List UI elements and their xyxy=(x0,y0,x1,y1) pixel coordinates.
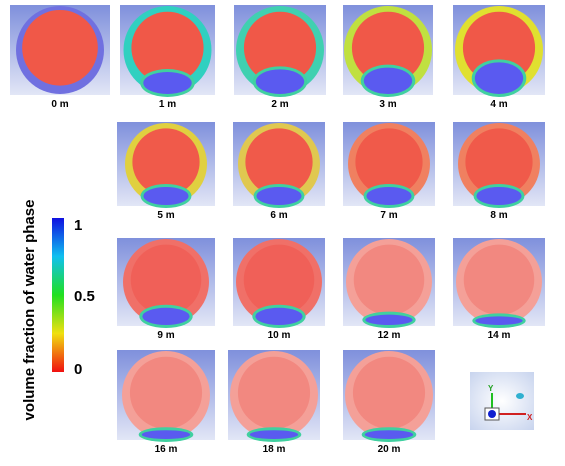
triad-background xyxy=(470,372,534,430)
colorbar-tick: 1 xyxy=(74,217,82,234)
water-layer xyxy=(249,430,299,439)
panel-label: 16 m xyxy=(155,444,178,455)
contour-panel: 10 m xyxy=(233,238,325,341)
oil-core xyxy=(132,128,200,196)
panel-label: 2 m xyxy=(271,99,288,110)
water-layer xyxy=(255,69,305,94)
water-layer xyxy=(141,430,191,439)
contour-panel: 8 m xyxy=(453,122,545,221)
contour-panel: 0 m xyxy=(10,5,110,110)
panel-label: 10 m xyxy=(268,330,291,341)
oil-core xyxy=(245,128,313,196)
oil-core xyxy=(355,128,423,196)
contour-panel: 6 m xyxy=(233,122,325,221)
panel-label: 1 m xyxy=(159,99,176,110)
oil-core xyxy=(131,11,204,84)
oil-core xyxy=(353,244,425,316)
water-layer xyxy=(474,62,524,94)
panel-label: 8 m xyxy=(490,210,507,221)
panel-label: 3 m xyxy=(379,99,396,110)
water-layer xyxy=(255,307,303,325)
contour-panel: 1 m xyxy=(120,5,215,110)
colorbar-scale xyxy=(52,218,64,372)
water-layer xyxy=(476,186,522,205)
panel-label: 12 m xyxy=(378,330,401,341)
x-axis-label: X xyxy=(527,413,533,422)
axis-triad: Y X xyxy=(470,372,534,430)
water-layer xyxy=(366,186,412,205)
water-layer xyxy=(475,316,523,326)
panel-label: 5 m xyxy=(157,210,174,221)
panel-label: 9 m xyxy=(157,330,174,341)
panel-label: 4 m xyxy=(490,99,507,110)
panel-label: 20 m xyxy=(378,444,401,455)
water-layer xyxy=(143,186,189,205)
colorbar-tick: 0 xyxy=(74,361,82,378)
contour-panel: 2 m xyxy=(234,5,326,110)
oil-core xyxy=(463,244,535,316)
oil-core xyxy=(243,11,317,84)
oil-core xyxy=(22,9,98,86)
oil-core xyxy=(237,356,311,429)
contour-panel: 14 m xyxy=(453,238,545,341)
water-layer xyxy=(142,307,190,325)
oil-core xyxy=(243,244,315,316)
panel-label: 0 m xyxy=(51,99,68,110)
contour-panel: 4 m xyxy=(453,5,545,110)
contour-panel: 5 m xyxy=(117,122,215,221)
contour-panel: 7 m xyxy=(343,122,435,221)
oil-core xyxy=(130,244,202,316)
water-layer xyxy=(363,67,413,95)
oil-core xyxy=(352,356,426,429)
y-axis-label: Y xyxy=(488,384,494,393)
water-layer xyxy=(364,430,414,439)
triad-origin xyxy=(488,410,496,418)
colorbar-title: volume fraction of water phase xyxy=(21,200,38,421)
colorbar-tick: 0.5 xyxy=(74,288,95,305)
colorbar: 1 0.5 0 volume fraction of water phase xyxy=(21,200,95,421)
water-layer xyxy=(365,314,413,325)
panel-label: 6 m xyxy=(270,210,287,221)
oil-core xyxy=(129,356,203,429)
water-layer xyxy=(143,72,192,94)
triad-marker xyxy=(516,393,524,399)
oil-core xyxy=(351,11,425,84)
contour-panel: 20 m xyxy=(343,350,435,455)
panel-label: 14 m xyxy=(488,330,511,341)
contour-panel: 3 m xyxy=(343,5,433,110)
panel-label: 18 m xyxy=(263,444,286,455)
contour-panel: 18 m xyxy=(228,350,320,455)
oil-core xyxy=(465,128,533,196)
panel-label: 7 m xyxy=(380,210,397,221)
contour-panel: 12 m xyxy=(343,238,435,341)
water-layer xyxy=(256,186,302,205)
contour-panel: 16 m xyxy=(117,350,215,455)
contour-panel: 9 m xyxy=(117,238,215,341)
